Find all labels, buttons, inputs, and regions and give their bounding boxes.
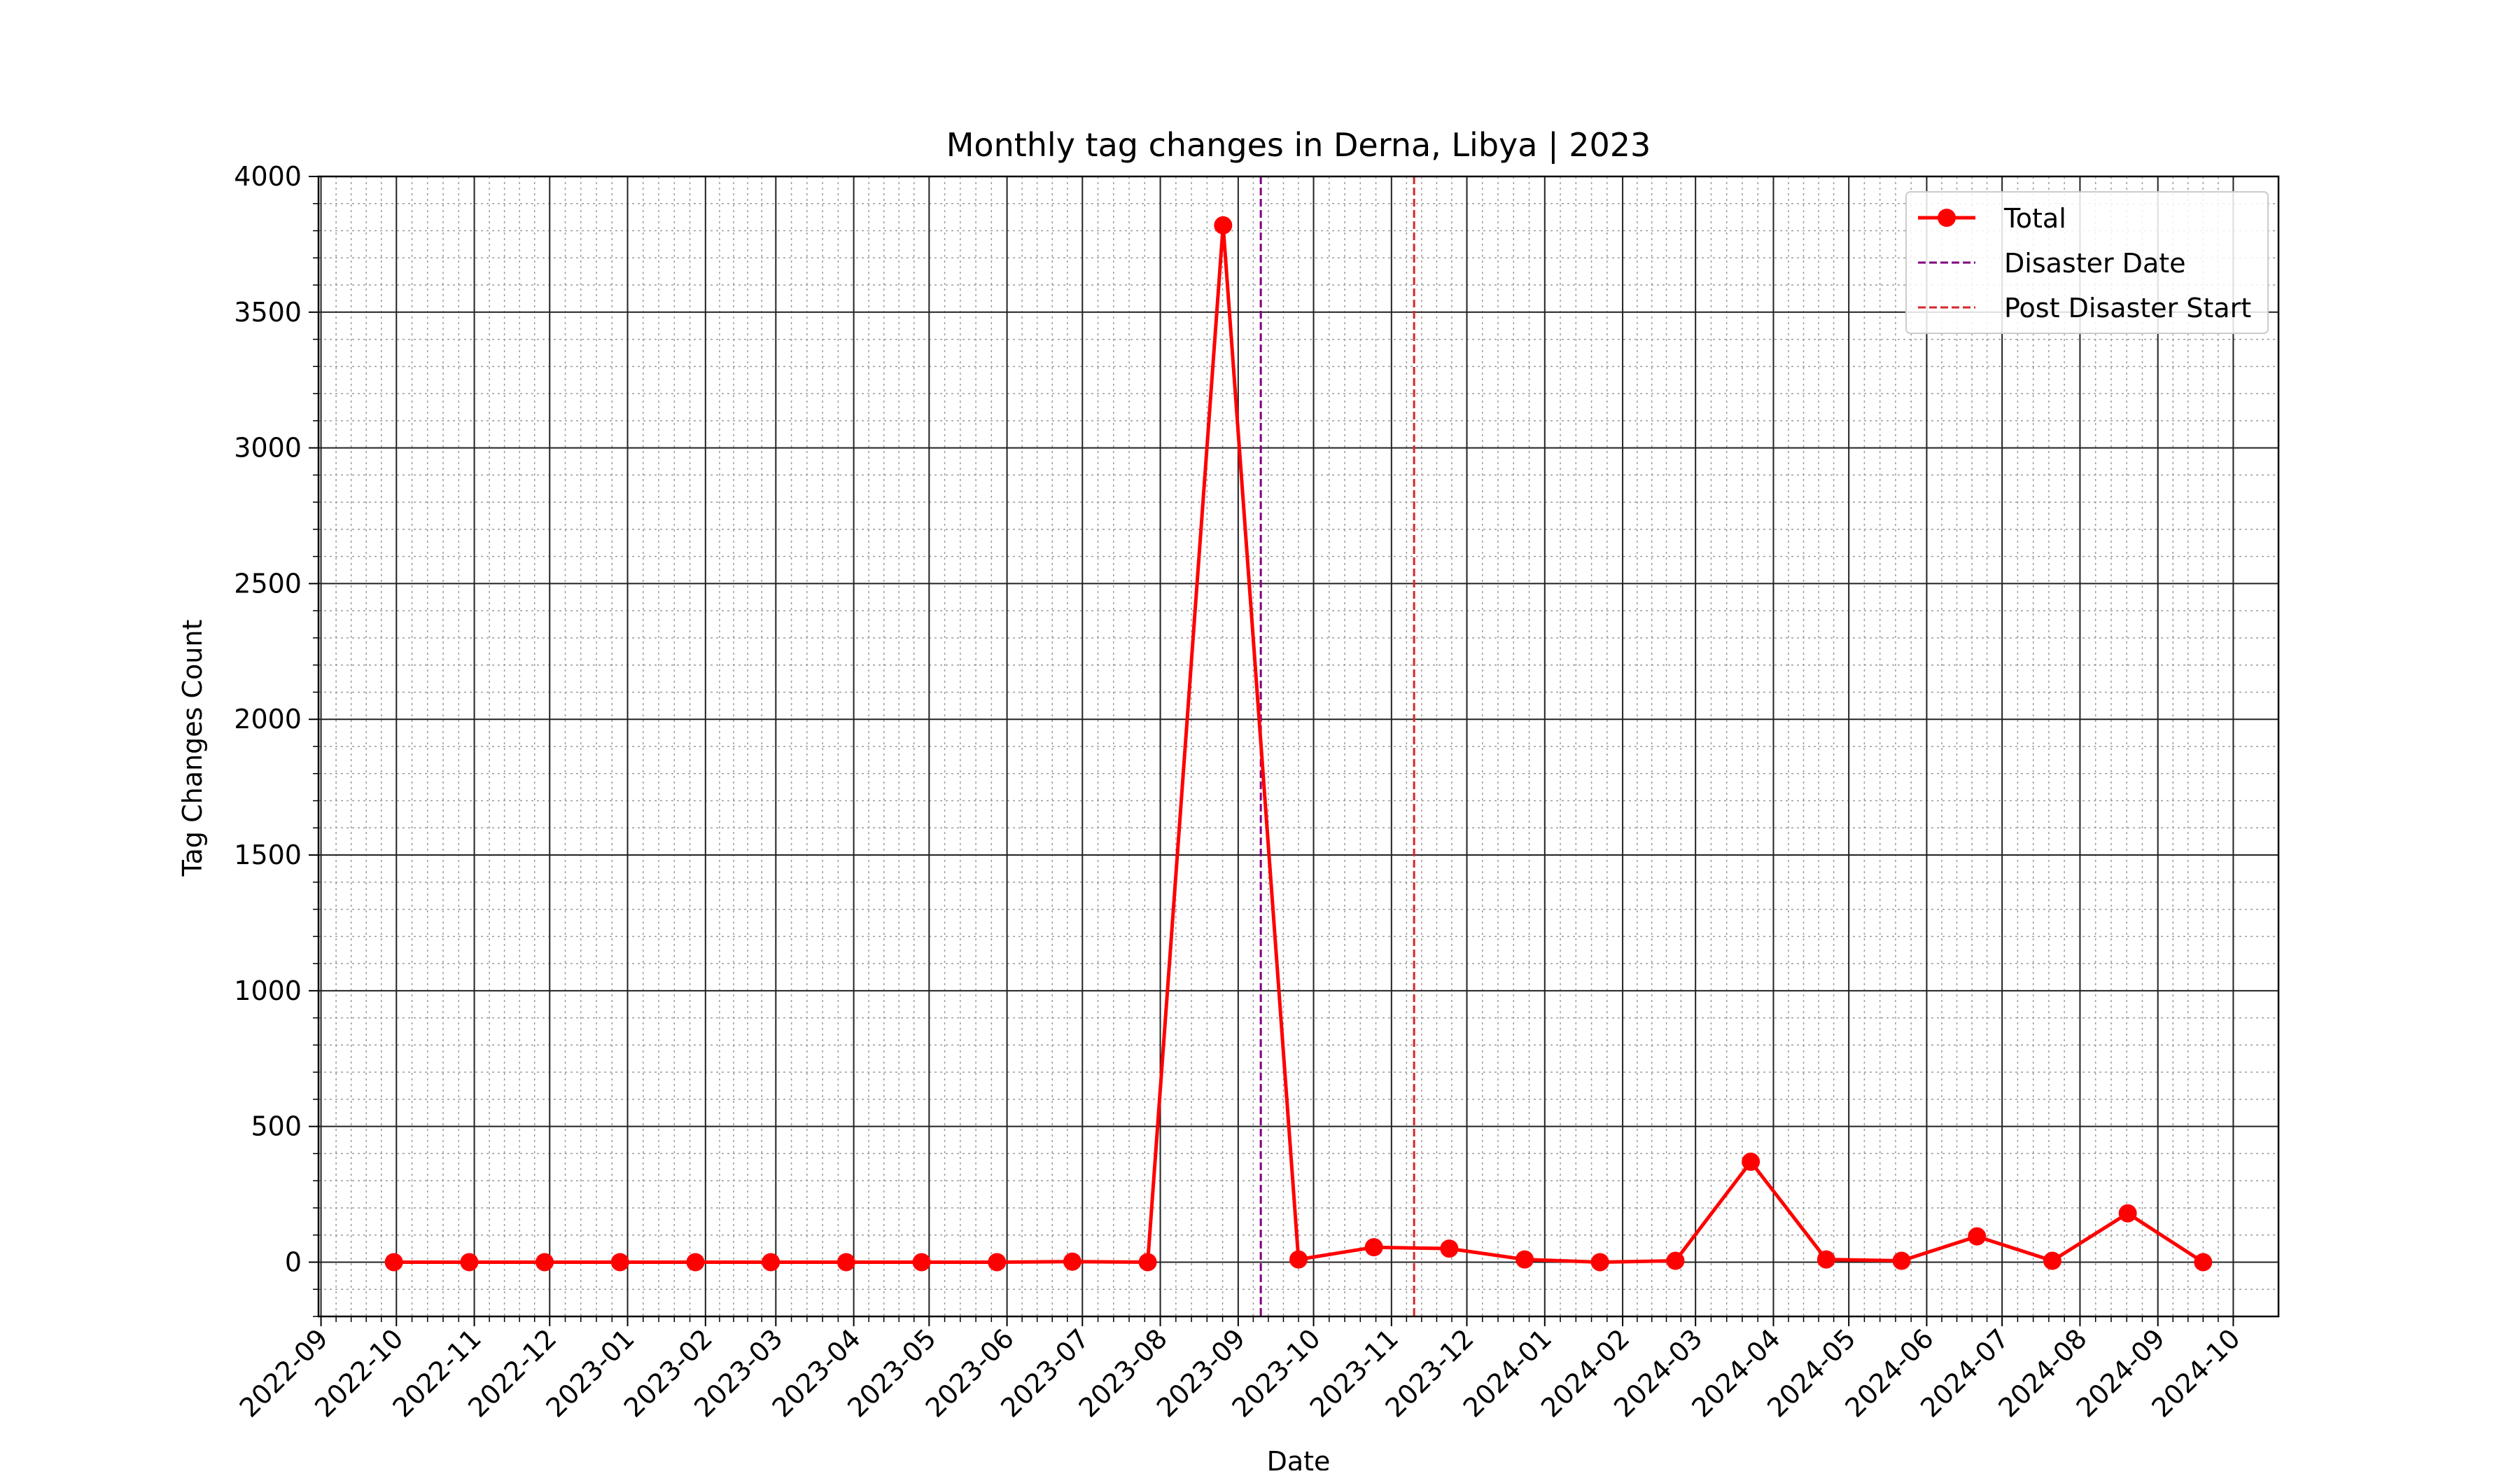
data-point (1516, 1250, 1534, 1269)
y-tick-label: 2500 (234, 568, 302, 599)
data-point (762, 1253, 780, 1272)
data-point (1063, 1252, 1082, 1271)
legend-label: Post Disaster Start (2004, 293, 2251, 324)
data-point (610, 1253, 629, 1272)
legend-marker (1938, 209, 1956, 227)
data-point (1440, 1239, 1459, 1258)
data-point (1742, 1153, 1760, 1171)
plot-frame (317, 175, 2280, 1318)
legend-label: Total (2003, 203, 2066, 234)
data-point (1214, 216, 1233, 235)
data-point (1590, 1253, 1609, 1272)
data-point (1138, 1253, 1157, 1272)
y-tick-label: 3000 (234, 433, 302, 464)
y-tick-label: 4000 (234, 161, 302, 192)
data-point (2043, 1251, 2062, 1270)
data-point (836, 1253, 855, 1272)
chart-title: Monthly tag changes in Derna, Libya | 20… (946, 126, 1651, 165)
data-point (1364, 1238, 1383, 1257)
data-point (460, 1253, 479, 1272)
data-point (2118, 1204, 2137, 1223)
data-point (988, 1253, 1007, 1272)
y-tick-label: 500 (251, 1111, 302, 1142)
data-point (536, 1253, 554, 1272)
y-tick-label: 1500 (234, 840, 302, 870)
data-point (384, 1253, 403, 1272)
legend-label: Disaster Date (2004, 248, 2186, 279)
data-point (2194, 1253, 2213, 1272)
data-point (1968, 1227, 1987, 1246)
legend-box (1905, 191, 2269, 334)
y-tick-label: 2000 (234, 704, 302, 735)
data-point (1816, 1250, 1835, 1269)
y-tick-label: 3500 (234, 297, 302, 328)
y-axis-label: Tag Changes Count (177, 620, 208, 877)
x-axis-label: Date (1267, 1446, 1331, 1470)
data-point (912, 1253, 931, 1272)
data-point (1892, 1251, 1911, 1270)
data-point (1289, 1250, 1308, 1269)
data-point (1666, 1251, 1685, 1270)
data-point (686, 1253, 705, 1272)
y-tick-label: 1000 (234, 975, 302, 1006)
y-tick-label: 0 (285, 1246, 302, 1277)
legend: Total Disaster Date Post Disaster Start (1905, 191, 2269, 334)
